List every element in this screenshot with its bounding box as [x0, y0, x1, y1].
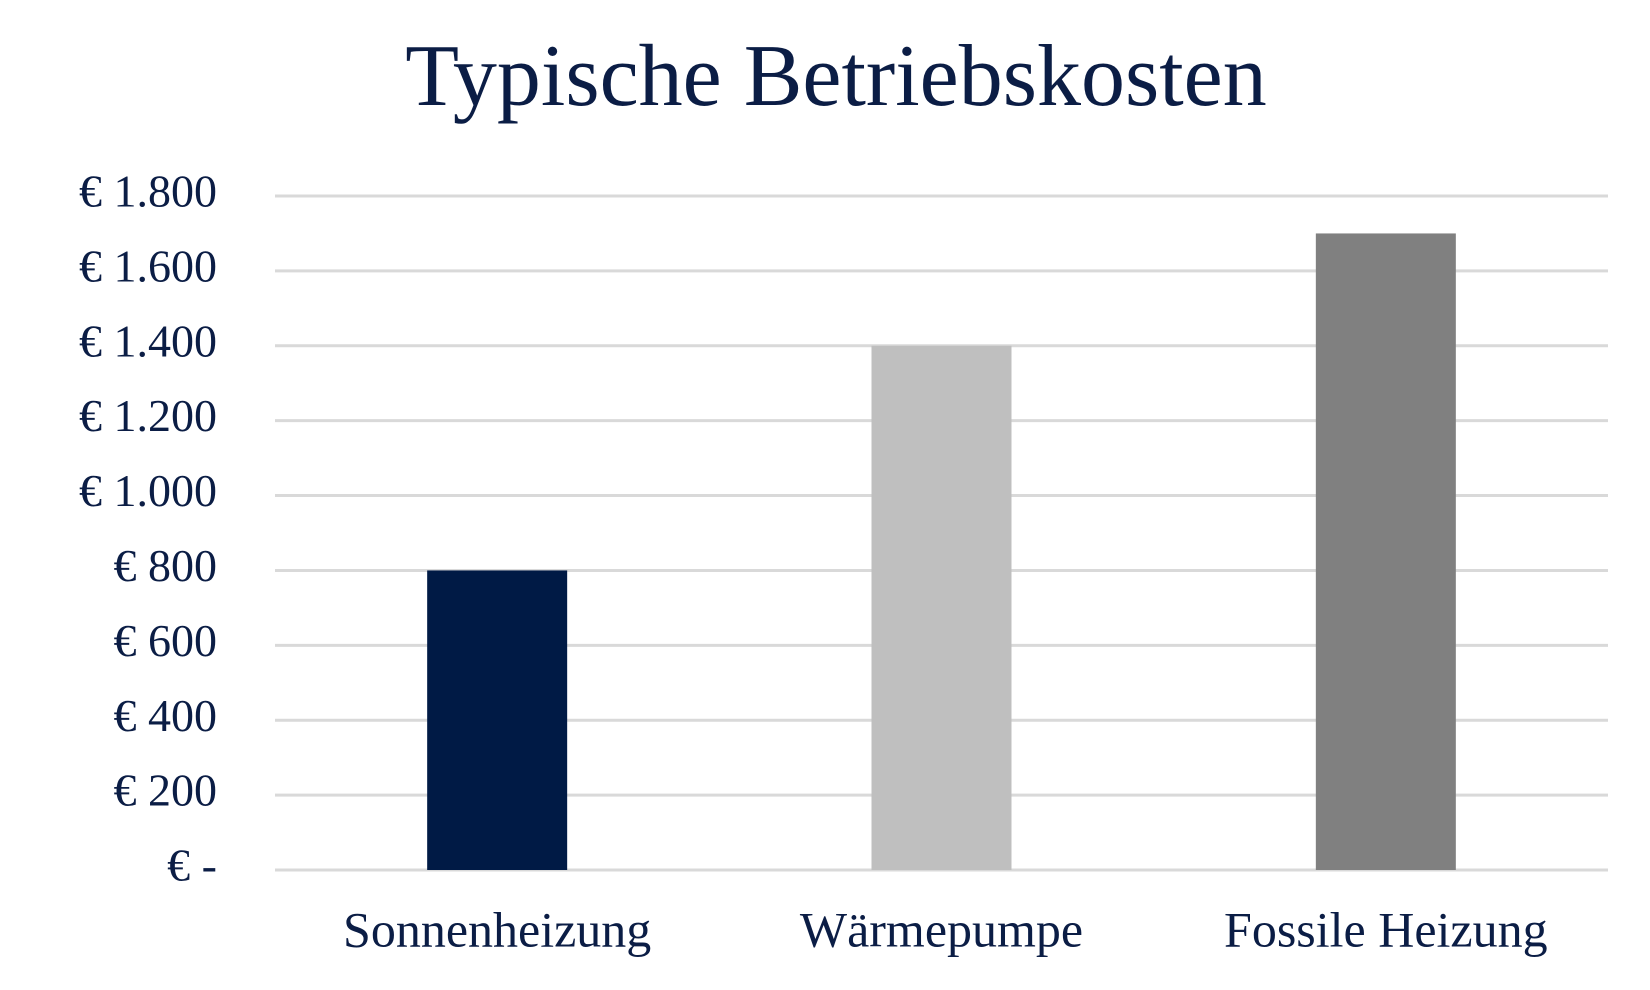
y-tick-label: € 600 — [114, 615, 218, 666]
x-tick-label: Sonnenheizung — [343, 901, 651, 957]
y-tick-label: € - — [167, 840, 217, 891]
x-tick-label: Fossile Heizung — [1224, 901, 1548, 957]
y-tick-label: € 1.800 — [79, 166, 217, 217]
bar — [1315, 233, 1456, 870]
y-tick-label: € 1.200 — [79, 390, 217, 441]
y-tick-label: € 400 — [114, 690, 218, 741]
chart-title: Typische Betriebskosten — [405, 28, 1266, 125]
y-tick-label: € 1.400 — [79, 315, 217, 366]
y-tick-label: € 1.600 — [79, 240, 217, 291]
bar — [871, 345, 1012, 870]
x-tick-label: Wärmepumpe — [800, 901, 1083, 957]
bar — [427, 570, 568, 870]
y-tick-label: € 1.000 — [79, 465, 217, 516]
y-tick-label: € 800 — [114, 540, 218, 591]
y-tick-label: € 200 — [114, 765, 218, 816]
